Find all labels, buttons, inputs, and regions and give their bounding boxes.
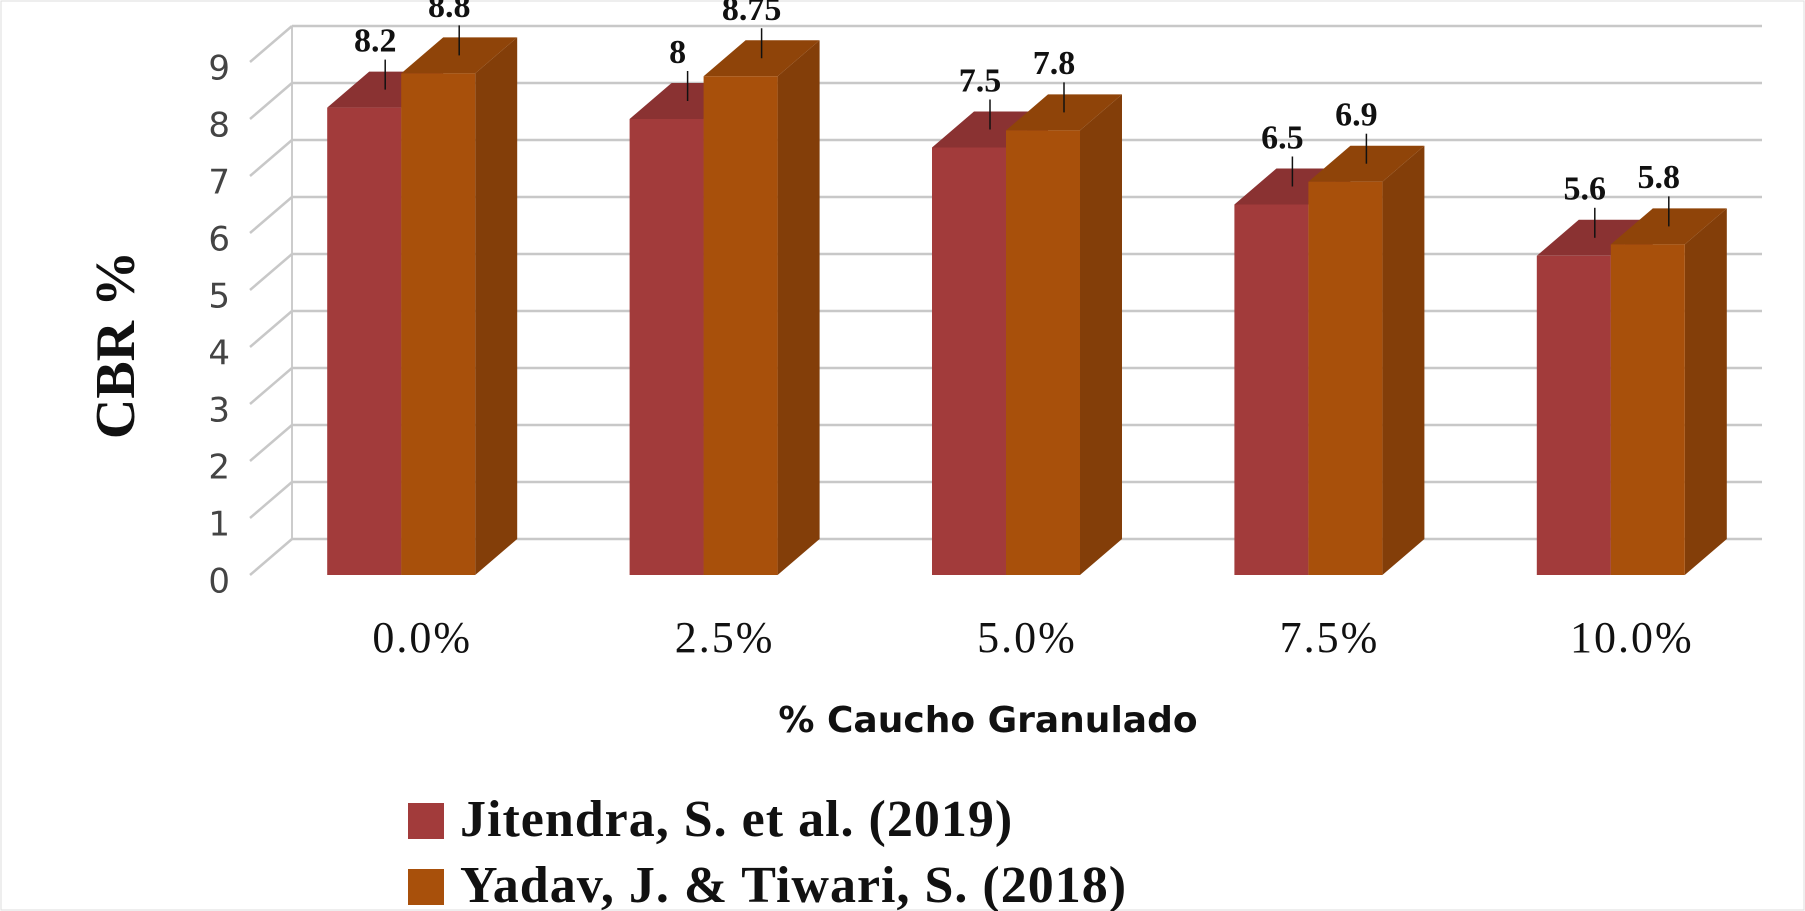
data-label: 8.75 — [722, 0, 782, 28]
data-label: 7.8 — [1033, 45, 1076, 82]
data-label: 8.8 — [428, 0, 471, 25]
bar — [401, 73, 476, 576]
y-tick-label: 3 — [208, 391, 230, 431]
y-tick-label: 8 — [208, 106, 230, 146]
grid-line — [249, 196, 293, 234]
bar — [932, 147, 1006, 575]
bar — [703, 76, 778, 575]
grid-line — [249, 25, 293, 63]
y-tick-label: 1 — [208, 505, 230, 545]
data-label: 7.5 — [959, 62, 1002, 99]
data-label: 8.2 — [354, 22, 397, 59]
y-tick-label: 6 — [208, 220, 230, 260]
x-axis-title: % Caucho Granulado — [778, 700, 1197, 741]
bar — [1308, 181, 1383, 575]
bar — [327, 107, 402, 575]
y-tick-label: 4 — [208, 334, 230, 374]
legend-swatch — [408, 869, 444, 905]
grid-line — [249, 310, 293, 348]
bar — [1006, 130, 1080, 575]
bar — [1234, 204, 1309, 575]
data-label: 6.9 — [1335, 96, 1378, 133]
x-tick-label: 5.0% — [977, 613, 1077, 662]
x-tick-label: 0.0% — [372, 613, 472, 662]
y-tick-label: 5 — [208, 277, 230, 317]
data-label: 6.5 — [1261, 119, 1304, 156]
bar-side — [475, 37, 518, 575]
data-label: 8 — [669, 34, 686, 71]
legend-label: Yadav, J. & Tiwari, S. (2018) — [460, 857, 1127, 911]
x-tick-label: 10.0% — [1570, 613, 1694, 662]
bar-side — [1382, 145, 1425, 575]
x-tick-label: 7.5% — [1280, 613, 1380, 662]
y-axis-title: CBR % — [85, 251, 147, 439]
y-tick-label: 9 — [208, 49, 230, 89]
grid-line — [249, 139, 293, 177]
bar-side — [777, 40, 820, 575]
bar — [629, 119, 704, 575]
legend-label: Jitendra, S. et al. (2019) — [460, 791, 1013, 848]
legend-swatch — [408, 803, 444, 839]
bar-side — [1080, 94, 1122, 576]
grid-line — [249, 367, 293, 405]
grid-line — [249, 424, 293, 462]
bar-side — [1684, 208, 1727, 575]
data-label: 5.8 — [1638, 159, 1681, 196]
grid-line — [249, 82, 293, 120]
y-tick-label: 2 — [208, 448, 230, 488]
y-tick-label: 7 — [208, 163, 230, 203]
bar — [1536, 255, 1611, 576]
x-tick-label: 2.5% — [675, 613, 775, 662]
grid-line — [249, 253, 293, 291]
bar — [1610, 244, 1685, 575]
grid-line — [249, 538, 293, 576]
grid-line — [249, 481, 293, 519]
data-label: 5.6 — [1564, 171, 1607, 208]
y-tick-label: 0 — [208, 562, 230, 602]
